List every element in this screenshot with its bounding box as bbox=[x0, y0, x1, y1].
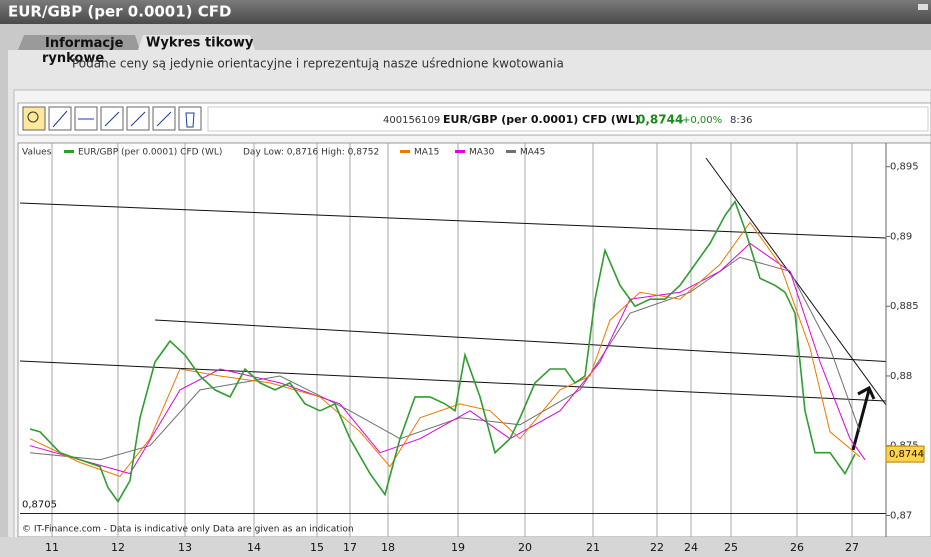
x-tick-label: 24 bbox=[684, 541, 698, 554]
zoom-glyph bbox=[27, 111, 39, 123]
title-bar bbox=[0, 0, 931, 24]
instrument-id: 400156109 bbox=[383, 115, 440, 126]
x-tick-label: 20 bbox=[518, 541, 532, 554]
x-tick-label: 18 bbox=[381, 541, 395, 554]
legend-label: MA30 bbox=[469, 148, 495, 158]
legend-title: Values bbox=[22, 148, 52, 158]
trend-line bbox=[154, 319, 886, 362]
quote-box bbox=[207, 106, 929, 132]
y-tick-label: 0,885 bbox=[890, 301, 919, 312]
notice: Podane ceny są jedynie orientacyjne i re… bbox=[72, 57, 564, 71]
change: +0,00% bbox=[682, 115, 722, 126]
y-tick-label: 0,88 bbox=[890, 371, 912, 382]
y-tick-label: 0,87 bbox=[890, 510, 912, 521]
price: 0,8744 bbox=[637, 113, 683, 127]
last-price-box bbox=[885, 445, 925, 463]
x-tick-label: 26 bbox=[790, 541, 804, 554]
last-price-label: 0,8744 bbox=[889, 449, 924, 460]
x-tick-label: 27 bbox=[845, 541, 859, 554]
tab-active[interactable] bbox=[138, 35, 255, 50]
x-tick-label: 22 bbox=[650, 541, 664, 554]
x-tick-label: 11 bbox=[45, 541, 59, 554]
drawings bbox=[20, 157, 886, 451]
zoom-tool[interactable] bbox=[22, 106, 46, 131]
x-tick-label: 14 bbox=[247, 541, 261, 554]
legend-swatch bbox=[455, 150, 465, 153]
x-tick-label: 15 bbox=[310, 541, 324, 554]
y-tick-label: 0,89 bbox=[890, 231, 912, 242]
plot bbox=[20, 199, 886, 514]
plot-frame bbox=[17, 142, 931, 538]
trend-line bbox=[20, 360, 886, 402]
y-tick-label: 0,895 bbox=[890, 162, 919, 173]
tab-label[interactable]: Informacje rynkowe bbox=[42, 36, 124, 66]
legend-swatch bbox=[506, 150, 516, 153]
window-title: EUR/GBP (per 0.0001) CFD bbox=[8, 3, 231, 21]
legend-range: Day Low: 0,8716 High: 0,8752 bbox=[243, 148, 379, 158]
tab[interactable] bbox=[18, 35, 140, 50]
series-line bbox=[29, 256, 861, 461]
legend-label: MA45 bbox=[520, 148, 545, 158]
trend-line bbox=[705, 157, 886, 406]
instrument-name: EUR/GBP (per 0.0001) CFD (WL) bbox=[443, 113, 640, 126]
x-tick-label: 25 bbox=[724, 541, 738, 554]
x-axis-strip bbox=[0, 537, 931, 557]
icon-glyphs bbox=[52, 110, 195, 128]
arrow bbox=[851, 385, 876, 451]
copyright: © IT-Finance.com - Data is indicative on… bbox=[22, 525, 354, 535]
window-button[interactable] bbox=[918, 4, 928, 10]
legend-swatch bbox=[64, 150, 74, 153]
low-label: 0,8705 bbox=[22, 499, 57, 510]
x-tick-label: 13 bbox=[178, 541, 192, 554]
toolbar-icons bbox=[22, 106, 202, 131]
x-tick-label: 19 bbox=[451, 541, 465, 554]
tab-label[interactable]: Wykres tikowy bbox=[146, 36, 254, 51]
x-tick-label: 12 bbox=[111, 541, 125, 554]
legend-label: MA15 bbox=[414, 148, 439, 158]
x-tick-label: 21 bbox=[586, 541, 600, 554]
series-line bbox=[29, 221, 861, 477]
delete-tool[interactable] bbox=[178, 106, 202, 131]
x-tick-label: 17 bbox=[343, 541, 357, 554]
time: 8:36 bbox=[730, 115, 752, 126]
legend-swatch bbox=[400, 150, 410, 153]
series-line bbox=[29, 199, 856, 503]
legend-label: EUR/GBP (per 0.0001) CFD (WL) bbox=[78, 148, 222, 158]
trend-line bbox=[20, 202, 886, 239]
